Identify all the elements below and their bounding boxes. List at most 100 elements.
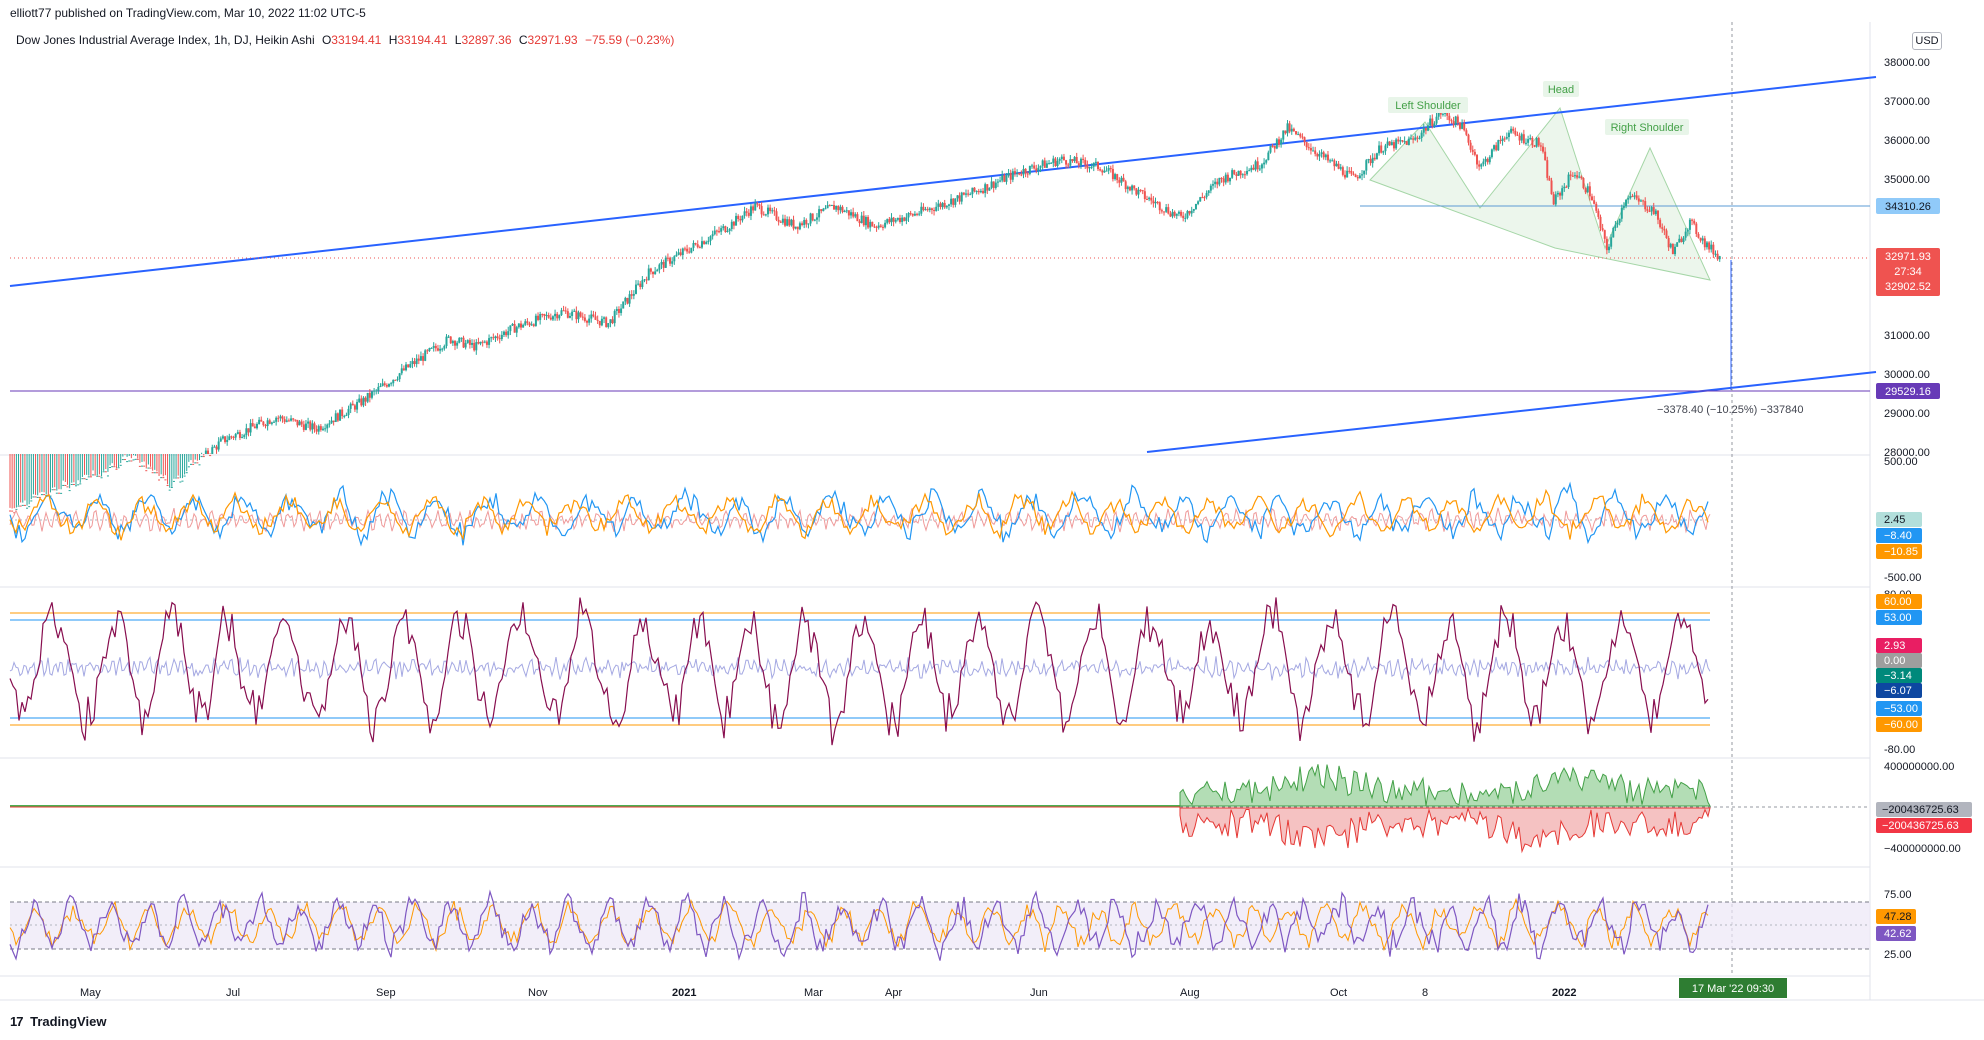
candle-body (1544, 151, 1547, 161)
candle-body (1088, 167, 1091, 169)
candle-body (1145, 198, 1148, 200)
candle-body (1256, 161, 1259, 170)
candle-body (1373, 157, 1376, 160)
candle-body (9, 510, 11, 512)
candle-body (509, 325, 512, 332)
candle-body (977, 190, 980, 193)
candle-body (1703, 238, 1706, 248)
band-oscillator-noise (9, 655, 1711, 681)
candle-body (752, 206, 755, 211)
candle-body (1559, 192, 1562, 196)
candle-body (260, 419, 263, 422)
rsi-pane[interactable]: 75.00 25.00 47.28 42.62 (9, 889, 1916, 961)
flow-value-1: −200436725.63 (1882, 804, 1959, 816)
price-pane[interactable]: 38000.00 37000.00 36000.00 35000.00 31000.00… (9, 22, 1940, 976)
candle-body (1633, 195, 1636, 197)
candle-body (92, 474, 95, 476)
candle-body (287, 420, 290, 422)
candle-body (1337, 163, 1340, 169)
candle-body (837, 205, 840, 211)
candle-body (177, 477, 180, 479)
candle-body (1177, 211, 1180, 214)
candle-body (202, 456, 205, 458)
tradingview-footer[interactable]: 17 TradingView (10, 1014, 106, 1029)
band-oscillator-pane[interactable]: 80.00 -80.00 60.00 53.00 2.93 0.00 −3.14 −6.0… (9, 589, 1922, 756)
candle-body (87, 476, 90, 478)
candle-body (1039, 165, 1042, 168)
candle-body (1341, 167, 1344, 175)
candle-body (1135, 188, 1138, 195)
candle-body (1671, 243, 1674, 255)
candle-body (1390, 142, 1393, 146)
candle-body (1637, 198, 1640, 202)
candle-body (475, 342, 478, 351)
candle-body (962, 192, 965, 195)
candle-body (517, 323, 520, 328)
candle-body (1405, 141, 1408, 145)
osc-value-tag-2 (1876, 528, 1922, 543)
candle-body (1290, 128, 1293, 132)
candle-body (1437, 111, 1440, 117)
candle-body (854, 214, 857, 217)
candle-body (226, 439, 229, 442)
volume-flow-pane[interactable]: 400000000.00 −400000000.00 −200436725.63… (10, 761, 1972, 855)
symbol-legend[interactable]: Dow Jones Industrial Average Index, 1h, … (16, 33, 674, 47)
candle-body (1190, 210, 1193, 214)
candle-body (758, 204, 761, 206)
candle-body (398, 373, 401, 380)
candle-body (1552, 194, 1555, 205)
candle-body (117, 467, 120, 469)
candle-body (1005, 175, 1008, 182)
candle-body (1197, 201, 1200, 204)
candle-body (986, 184, 989, 191)
candle-body (343, 415, 346, 417)
oscillator-pane[interactable]: 500.00 -500.00 2.45 −8.40 −10.85 (9, 456, 1922, 584)
candle-body (1339, 167, 1342, 169)
candle-body (428, 348, 431, 351)
candle-body (662, 261, 665, 268)
candle-body (1082, 158, 1085, 161)
candle-body (483, 341, 486, 343)
candle-body (681, 248, 684, 256)
candle-body (141, 465, 144, 467)
candle-body (660, 261, 663, 265)
candle-body (1484, 158, 1487, 162)
candle-body (243, 435, 246, 437)
currency-button[interactable]: USD (1912, 32, 1942, 50)
candle-body (1595, 203, 1598, 211)
candle-body (711, 234, 714, 237)
candle-body (153, 472, 156, 474)
candle-body (28, 506, 31, 508)
candle-body (873, 226, 876, 228)
candle-body (856, 214, 859, 222)
candle-body (1625, 199, 1628, 207)
candle-body (1418, 137, 1421, 139)
candle-body (179, 481, 182, 483)
candle-body (1476, 154, 1479, 165)
candle-body (62, 484, 65, 486)
candle-body (1301, 136, 1304, 138)
candle-body (194, 462, 197, 464)
candle-body (1399, 140, 1402, 142)
candle-body (45, 494, 48, 496)
time-axis[interactable]: May Jul Sep Nov 2021 Mar Apr Jun Aug Oct 8 2022 (80, 987, 1576, 999)
left-shoulder-tag (1388, 97, 1468, 113)
candle-body (975, 190, 978, 192)
candle-body (903, 217, 906, 221)
measure-label: −3378.40 (−10.25%) −337840 (1657, 404, 1804, 416)
candle-body (1676, 242, 1679, 247)
candle-body (916, 213, 919, 215)
head-tag (1543, 81, 1579, 97)
candle-body (1361, 174, 1364, 176)
band-value-label: −3.14 (1884, 670, 1912, 682)
change-value: −75.59 (−0.23%) (584, 33, 675, 47)
candle-body (1105, 170, 1108, 172)
candle-body (1139, 189, 1142, 191)
rsi-signal-line (9, 897, 1709, 952)
candle-body (1220, 177, 1223, 179)
candle-body (1473, 151, 1476, 155)
candle-body (1427, 125, 1430, 131)
candle-body (113, 466, 116, 468)
candle-body (581, 316, 584, 318)
